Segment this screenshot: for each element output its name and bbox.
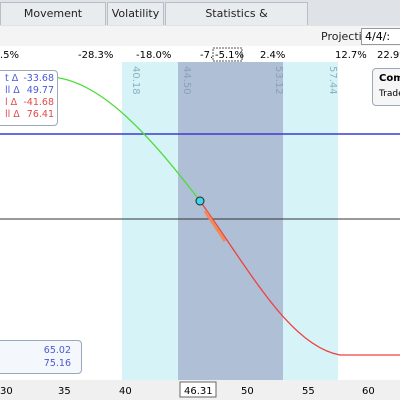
summary-value: 65.02 (43, 345, 71, 356)
loss-curve (199, 200, 400, 356)
greek-name: t Δ (5, 73, 19, 84)
top-axis-label: .5% (0, 50, 19, 61)
bottom-axis-label: 60 (362, 386, 375, 397)
greek-value: -41.68 (23, 97, 54, 108)
info-title: Com (379, 73, 400, 84)
current-price-box (179, 381, 217, 398)
greek-value: 76.41 (26, 109, 54, 120)
current-change-box (212, 47, 243, 62)
info-text: Trade (379, 89, 400, 99)
profit-curve (0, 76, 201, 202)
top-axis-label: -5.1% (215, 50, 244, 61)
greek-value: -33.68 (23, 73, 54, 84)
summary-value: 75.16 (43, 358, 71, 369)
bottom-axis-label: 55 (302, 386, 315, 397)
chart: 40.18 44.50 53.12 57.44 .5% -28.3% -18.0… (0, 46, 400, 400)
bottom-axis-label: 50 (241, 386, 254, 397)
top-axis-label: -18.0% (136, 50, 171, 61)
strike-label: 44.50 (181, 66, 192, 95)
bottom-axis-label: 30 (0, 386, 13, 397)
current-marker (195, 196, 205, 206)
top-axis-bg (0, 46, 400, 62)
tab-bar: Movement Analysis Volatility Statistics … (0, 0, 400, 42)
band-outer (122, 62, 178, 380)
bottom-axis-label: 35 (58, 386, 71, 397)
top-axis-label: 2.4% (260, 50, 285, 61)
band-inner (178, 62, 283, 380)
tab[interactable]: Statistics & Fundamentals (165, 2, 308, 42)
summary-box: 65.02 75.16 (0, 340, 82, 374)
strike-label: 40.18 (130, 66, 141, 95)
top-axis-label: -7. (200, 50, 213, 61)
greek-name: l Δ (5, 97, 18, 108)
tab[interactable]: Movement Analysis (0, 2, 106, 42)
top-axis-label: 12.7% (335, 50, 367, 61)
greeks-box: t Δ -33.68 ll Δ 49.77 l Δ -41.68 ll Δ 76.41 (0, 70, 58, 126)
greek-value: 49.77 (26, 85, 54, 96)
greek-name: ll Δ (5, 85, 20, 96)
top-axis-label: -28.3% (78, 50, 113, 61)
projection-input[interactable]: 4/4/: (361, 28, 400, 45)
projection-row: Projection 4/4/: (0, 26, 400, 46)
greek-name: ll Δ (5, 109, 20, 120)
tangent (203, 210, 227, 242)
strike-label: 57.44 (327, 66, 338, 95)
top-axis-label: 22.9% (377, 50, 400, 61)
tab[interactable]: Volatility (107, 2, 164, 25)
bottom-axis-label: 46.31 (184, 386, 213, 397)
info-box: Com Trade (372, 68, 400, 106)
strike-label: 53.12 (273, 66, 284, 95)
bottom-axis-label: 40 (119, 386, 132, 397)
band-outer (283, 62, 338, 380)
